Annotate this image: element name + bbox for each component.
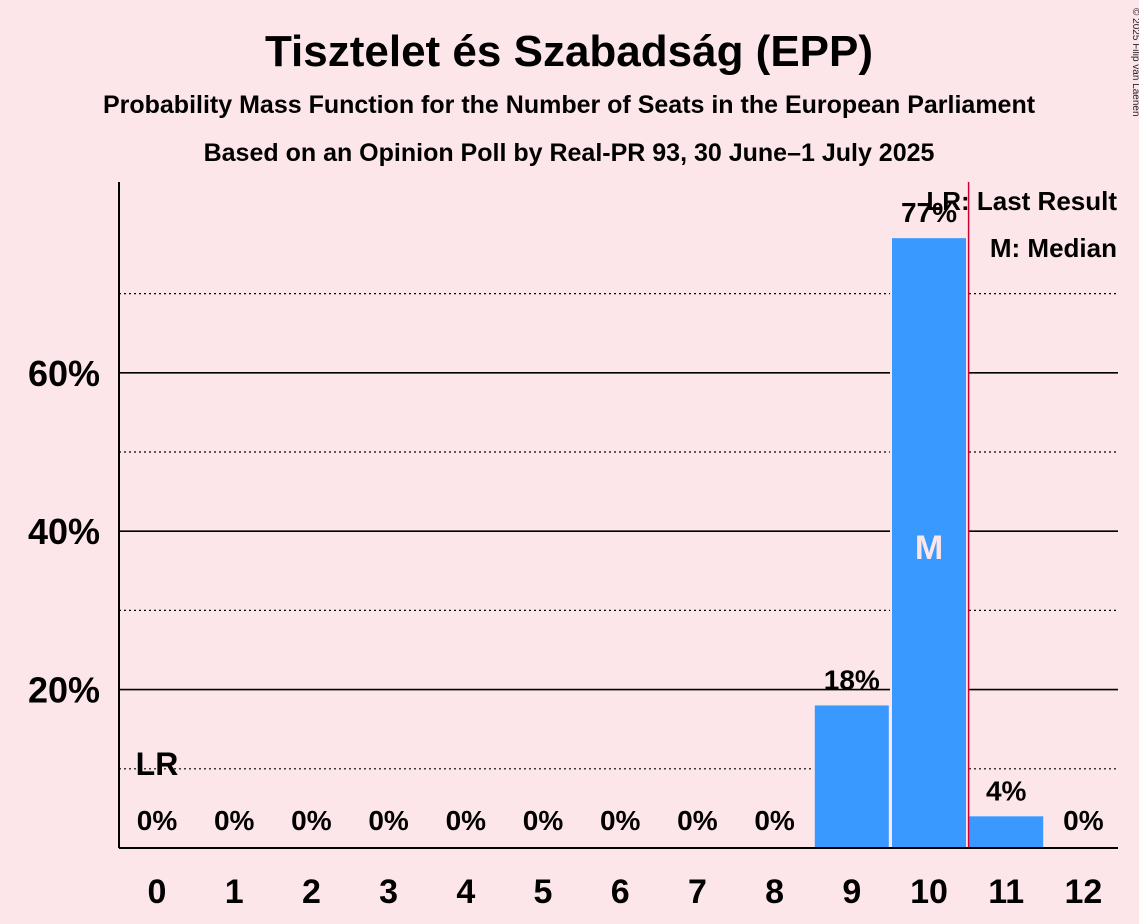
median-marker: M <box>915 529 943 567</box>
x-tick-label: 11 <box>988 873 1024 911</box>
x-tick-label: 2 <box>302 873 321 911</box>
copyright-text: © 2025 Filip van Laenen <box>1130 8 1139 117</box>
data-label-seat-2: 0% <box>291 805 332 836</box>
data-label-seat-9: 18% <box>824 664 880 695</box>
x-axis-ticks: 0 1 2 3 4 5 6 7 8 9 10 11 12 <box>148 873 1103 911</box>
chart-title: Tisztelet és Szabadság (EPP) <box>265 27 873 76</box>
markers: M LR <box>136 182 970 848</box>
x-tick-label: 12 <box>1064 873 1102 911</box>
data-label-seat-12: 0% <box>1063 805 1104 836</box>
x-tick-label: 6 <box>611 873 630 911</box>
legend: LR: Last Result M: Median <box>926 186 1117 263</box>
data-label-seat-6: 0% <box>600 805 641 836</box>
x-tick-label: 1 <box>225 873 244 911</box>
legend-last-result: LR: Last Result <box>926 186 1117 216</box>
y-tick-label: 40% <box>28 511 100 552</box>
y-tick-label: 60% <box>28 353 100 394</box>
data-label-seat-1: 0% <box>214 805 255 836</box>
x-tick-label: 0 <box>148 873 167 911</box>
bar-seat-9 <box>814 705 889 848</box>
chart-source-line: Based on an Opinion Poll by Real-PR 93, … <box>204 139 935 167</box>
data-label-seat-7: 0% <box>677 805 718 836</box>
x-tick-label: 10 <box>910 873 948 911</box>
data-labels: 0% 0% 0% 0% 0% 0% 0% 0% 0% 18% 77% 4% 0% <box>137 197 1104 836</box>
x-tick-label: 5 <box>534 873 553 911</box>
last-result-marker: LR <box>136 746 179 782</box>
y-tick-label: 20% <box>28 670 100 711</box>
x-tick-label: 4 <box>456 873 475 911</box>
data-label-seat-10: 77% <box>901 197 957 228</box>
bar-seat-11 <box>969 816 1044 848</box>
x-tick-label: 3 <box>379 873 398 911</box>
data-label-seat-8: 0% <box>754 805 795 836</box>
chart-subtitle: Probability Mass Function for the Number… <box>103 91 1036 119</box>
data-label-seat-0: 0% <box>137 805 178 836</box>
data-label-seat-3: 0% <box>368 805 409 836</box>
data-label-seat-11: 4% <box>986 775 1027 806</box>
bar-seat-10 <box>892 238 966 848</box>
x-tick-label: 8 <box>765 873 784 911</box>
legend-median: M: Median <box>990 233 1117 263</box>
y-axis-ticks: 20% 40% 60% <box>28 353 100 711</box>
data-label-seat-4: 0% <box>446 805 487 836</box>
x-tick-label: 7 <box>688 873 707 911</box>
data-label-seat-5: 0% <box>523 805 564 836</box>
x-tick-label: 9 <box>842 873 861 911</box>
bars <box>812 236 1046 848</box>
